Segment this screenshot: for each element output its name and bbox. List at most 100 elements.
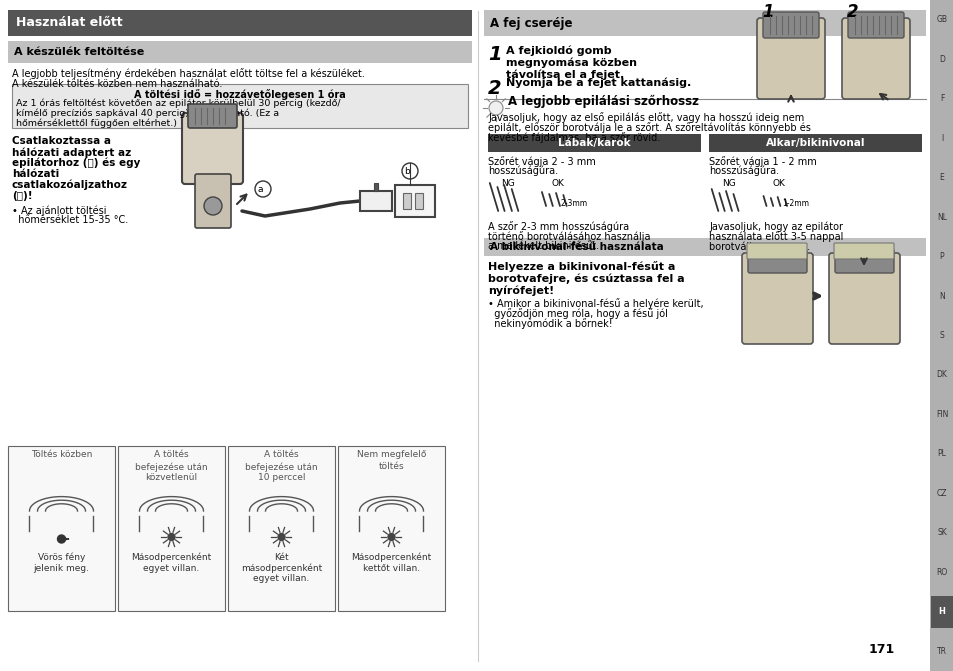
Text: S: S <box>939 331 943 340</box>
Text: DK: DK <box>936 370 946 380</box>
Text: H: H <box>938 607 944 616</box>
Text: hőmérséklet 15-35 °C.: hőmérséklet 15-35 °C. <box>12 215 128 225</box>
Text: RO: RO <box>936 568 946 577</box>
Text: győződjön meg róla, hogy a fésű jól: győződjön meg róla, hogy a fésű jól <box>488 308 667 319</box>
FancyBboxPatch shape <box>757 18 824 99</box>
Text: 2-3mm: 2-3mm <box>560 199 587 207</box>
Text: Az 1 órás feltöltést követően az epilátor körülbelül 30 percig (kezdő/: Az 1 órás feltöltést követően az epiláto… <box>16 98 340 107</box>
FancyBboxPatch shape <box>746 243 806 259</box>
FancyBboxPatch shape <box>828 253 899 344</box>
Text: a: a <box>257 185 262 193</box>
Ellipse shape <box>277 533 285 541</box>
Text: Alkar/bikinivonal: Alkar/bikinivonal <box>765 138 864 148</box>
Text: Vörös fény
jelenik meg.: Vörös fény jelenik meg. <box>33 553 90 573</box>
Bar <box>929 0 953 671</box>
FancyBboxPatch shape <box>833 243 893 259</box>
Bar <box>337 446 444 611</box>
Text: Másodpercenként
kettőt villan.: Másodpercenként kettőt villan. <box>351 553 431 573</box>
FancyBboxPatch shape <box>188 104 236 128</box>
Text: 1: 1 <box>761 3 773 21</box>
Text: 171: 171 <box>868 643 894 656</box>
Text: borotválkozzon meg.: borotválkozzon meg. <box>708 241 809 252</box>
FancyBboxPatch shape <box>182 113 243 184</box>
Text: Csatlakoztassa a: Csatlakoztassa a <box>12 136 111 146</box>
Text: A töltés: A töltés <box>264 450 298 459</box>
Bar <box>8 446 115 611</box>
Text: Használat előtt: Használat előtt <box>16 17 123 30</box>
Text: • Amikor a bikinivonal-fésű a helyére került,: • Amikor a bikinivonal-fésű a helyére ke… <box>488 298 703 309</box>
Text: Másodpercenként
egyet villan.: Másodpercenként egyet villan. <box>132 553 212 573</box>
Text: P: P <box>939 252 943 261</box>
Bar <box>8 41 472 63</box>
Text: NL: NL <box>936 213 946 221</box>
Text: OK: OK <box>551 179 564 188</box>
Text: NG: NG <box>721 179 735 188</box>
Text: befejezése után
10 perccel: befejezése után 10 perccel <box>245 462 317 482</box>
Text: SK: SK <box>936 528 946 537</box>
Text: kevésbé fájdalmas, ha a szőr rövid.: kevésbé fájdalmas, ha a szőr rövid. <box>488 132 659 143</box>
Bar <box>483 10 925 36</box>
Text: GB: GB <box>936 15 946 24</box>
Text: nekinyómódik a bőrnek!: nekinyómódik a bőrnek! <box>488 318 612 329</box>
Ellipse shape <box>204 197 222 215</box>
Text: OK: OK <box>772 179 784 188</box>
Ellipse shape <box>168 533 174 541</box>
Text: N: N <box>938 291 943 301</box>
Text: nyírófejet!: nyírófejet! <box>488 285 554 295</box>
Text: hosszúságúra.: hosszúságúra. <box>708 166 779 176</box>
Text: Javasoljuk, hogy az epilátor: Javasoljuk, hogy az epilátor <box>708 221 842 231</box>
Text: Szőrét vágja 1 - 2 mm: Szőrét vágja 1 - 2 mm <box>708 156 816 167</box>
Bar <box>415 193 422 209</box>
Text: A fejkioldó gomb
megnyomása közben
távolítsa el a fejet.: A fejkioldó gomb megnyomása közben távol… <box>505 45 637 80</box>
Text: hőmérséklettől függően eltérhet.): hőmérséklettől függően eltérhet.) <box>16 118 177 127</box>
Text: hálózati adaptert az: hálózati adaptert az <box>12 147 132 158</box>
Text: kímélő precíziós sapkával 40 percig) használható. (Ez a: kímélő precíziós sapkával 40 percig) has… <box>16 108 279 117</box>
Bar <box>395 185 435 217</box>
Text: FIN: FIN <box>935 410 947 419</box>
Text: • Az ajánlott töltési: • Az ajánlott töltési <box>12 205 107 215</box>
FancyBboxPatch shape <box>194 174 231 228</box>
Ellipse shape <box>489 101 502 115</box>
Text: A bikinivonal-fésű használata: A bikinivonal-fésű használata <box>490 242 663 252</box>
Text: A legjobb epilálási szőrhossz: A legjobb epilálási szőrhossz <box>507 95 699 107</box>
Text: A készülék töltés közben nem használható.: A készülék töltés közben nem használható… <box>12 79 222 89</box>
Text: a mellékelt bikinifésűt.: a mellékelt bikinifésűt. <box>488 241 598 251</box>
FancyBboxPatch shape <box>841 18 909 99</box>
Text: 2: 2 <box>488 79 501 98</box>
Text: hosszúságúra.: hosszúságúra. <box>488 166 558 176</box>
Bar <box>930 596 952 627</box>
Text: CZ: CZ <box>936 489 946 498</box>
Text: használata előtt 3-5 nappal: használata előtt 3-5 nappal <box>708 231 842 242</box>
Text: TR: TR <box>936 647 946 656</box>
Bar <box>488 134 700 152</box>
Text: Nyomja be a fejet kattanásig.: Nyomja be a fejet kattanásig. <box>505 78 691 89</box>
Bar <box>8 10 472 36</box>
Text: F: F <box>939 94 943 103</box>
Text: A legjobb teljesítmény érdekében használat előtt töltse fel a készüléket.: A legjobb teljesítmény érdekében használ… <box>12 68 364 79</box>
Ellipse shape <box>57 535 66 543</box>
Text: epilátorhoz (ⓐ) és egy: epilátorhoz (ⓐ) és egy <box>12 158 140 168</box>
Bar <box>12 84 468 128</box>
Text: befejezése után
közvetlenül: befejezése után közvetlenül <box>135 462 208 482</box>
Text: Javasoljuk, hogy az első epilálás előtt, vagy ha hosszú ideig nem: Javasoljuk, hogy az első epilálás előtt,… <box>488 112 803 123</box>
Text: A fej cseréje: A fej cseréje <box>490 17 572 30</box>
FancyBboxPatch shape <box>747 249 806 273</box>
FancyBboxPatch shape <box>847 12 903 38</box>
Text: 1: 1 <box>488 45 501 64</box>
Text: Szőrét vágja 2 - 3 mm: Szőrét vágja 2 - 3 mm <box>488 156 595 167</box>
Text: Töltés közben: Töltés közben <box>30 450 92 459</box>
Bar <box>359 191 392 211</box>
Text: borotvafejre, és csúztassa fel a: borotvafejre, és csúztassa fel a <box>488 273 684 284</box>
Bar <box>228 446 335 611</box>
Text: A szőr 2-3 mm hosszúságúra: A szőr 2-3 mm hosszúságúra <box>488 221 628 232</box>
Text: töltés: töltés <box>378 462 404 471</box>
Text: Helyezze a bikinivonal-fésűt a: Helyezze a bikinivonal-fésűt a <box>488 261 675 272</box>
Text: hálózati: hálózati <box>12 169 59 179</box>
Bar <box>118 446 225 611</box>
Text: A készülék feltöltése: A készülék feltöltése <box>14 47 144 57</box>
Bar <box>402 193 411 209</box>
Text: epilált, először borotválja le a szőrt. A szőreltávolítás könnyebb és: epilált, először borotválja le a szőrt. … <box>488 122 810 133</box>
Text: A töltési idő = hozzávetőlegesen 1 óra: A töltési idő = hozzávetőlegesen 1 óra <box>134 89 346 100</box>
FancyBboxPatch shape <box>834 249 893 273</box>
FancyBboxPatch shape <box>741 253 812 344</box>
